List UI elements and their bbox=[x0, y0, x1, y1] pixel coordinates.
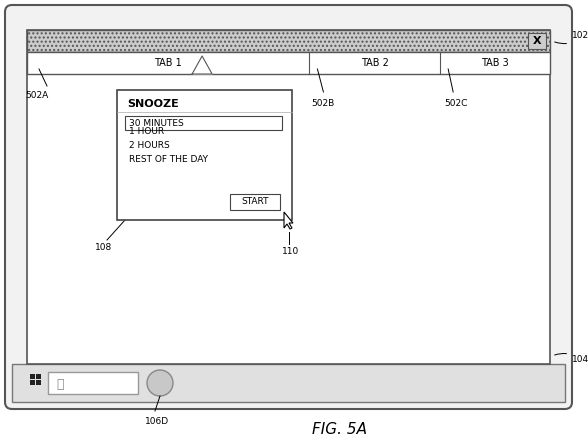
Text: 104: 104 bbox=[554, 353, 588, 364]
Bar bbox=[48, 372, 138, 394]
Bar bbox=[36, 380, 41, 385]
Text: ⌕: ⌕ bbox=[56, 377, 64, 391]
Bar bbox=[27, 30, 550, 52]
Text: FIG. 5A: FIG. 5A bbox=[312, 422, 368, 437]
Text: TAB 1: TAB 1 bbox=[154, 58, 182, 68]
Text: SNOOZE: SNOOZE bbox=[127, 99, 179, 109]
Text: TAB 2: TAB 2 bbox=[361, 58, 389, 68]
Bar bbox=[27, 52, 550, 74]
Text: 502A: 502A bbox=[25, 92, 48, 101]
Text: 108: 108 bbox=[95, 243, 112, 252]
Text: 502C: 502C bbox=[444, 100, 467, 109]
Text: 1 HOUR: 1 HOUR bbox=[129, 128, 164, 137]
Text: REST OF THE DAY: REST OF THE DAY bbox=[129, 155, 208, 165]
Text: 502B: 502B bbox=[312, 100, 335, 109]
Bar bbox=[528, 33, 546, 49]
Text: 110: 110 bbox=[282, 247, 299, 256]
Polygon shape bbox=[284, 212, 293, 229]
Text: TAB 3: TAB 3 bbox=[481, 58, 509, 68]
Text: X: X bbox=[533, 36, 542, 46]
Bar bbox=[30, 374, 35, 379]
Bar bbox=[12, 364, 565, 402]
FancyBboxPatch shape bbox=[5, 5, 572, 409]
Text: 2 HOURS: 2 HOURS bbox=[129, 142, 170, 150]
Text: START: START bbox=[241, 198, 269, 206]
Bar bbox=[27, 30, 550, 364]
Text: 30 MINUTES: 30 MINUTES bbox=[129, 118, 183, 128]
Bar bbox=[36, 374, 41, 379]
Text: 106D: 106D bbox=[145, 417, 169, 425]
Bar bbox=[30, 380, 35, 385]
Circle shape bbox=[147, 370, 173, 396]
Bar bbox=[230, 194, 280, 210]
Polygon shape bbox=[192, 56, 212, 74]
Text: 102D: 102D bbox=[554, 32, 588, 44]
Bar bbox=[117, 90, 292, 220]
Bar bbox=[125, 116, 282, 130]
